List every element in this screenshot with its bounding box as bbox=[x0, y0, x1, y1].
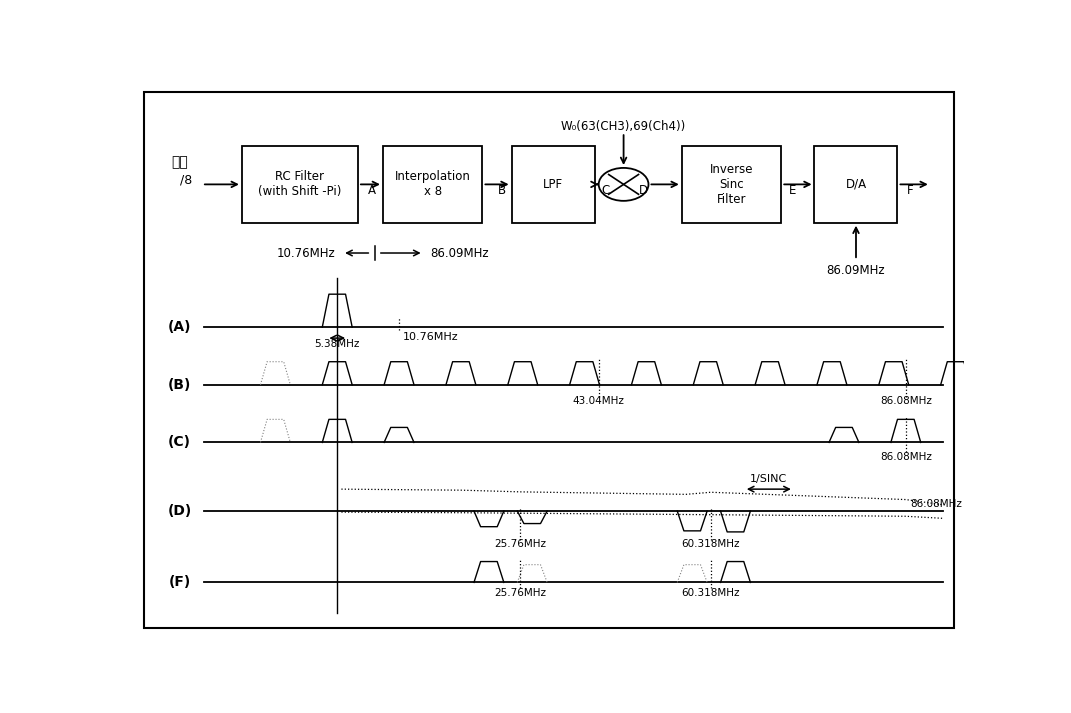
Text: 86.09MHz: 86.09MHz bbox=[827, 264, 886, 277]
FancyBboxPatch shape bbox=[242, 146, 358, 222]
Text: LPF: LPF bbox=[543, 178, 563, 191]
FancyBboxPatch shape bbox=[383, 146, 482, 222]
Text: 86.09MHz: 86.09MHz bbox=[431, 247, 488, 260]
Text: (D): (D) bbox=[167, 504, 192, 518]
Text: W₀(63(CH3),69(Ch4)): W₀(63(CH3),69(Ch4)) bbox=[561, 120, 687, 133]
FancyBboxPatch shape bbox=[512, 146, 594, 222]
Text: 5.38MHz: 5.38MHz bbox=[315, 339, 360, 349]
Text: Inverse
Sinc
Filter: Inverse Sinc Filter bbox=[710, 163, 753, 206]
Text: B: B bbox=[498, 185, 506, 198]
Text: E: E bbox=[788, 185, 796, 198]
Text: 1/SINC: 1/SINC bbox=[750, 474, 787, 484]
Text: C: C bbox=[601, 185, 609, 198]
Text: 60.318MHz: 60.318MHz bbox=[681, 539, 740, 549]
Text: D: D bbox=[639, 185, 648, 198]
FancyBboxPatch shape bbox=[682, 146, 782, 222]
Text: (A): (A) bbox=[168, 320, 192, 334]
Text: /8: /8 bbox=[180, 173, 193, 187]
Text: 25.76MHz: 25.76MHz bbox=[494, 539, 546, 549]
FancyBboxPatch shape bbox=[815, 146, 897, 222]
Text: 25.76MHz: 25.76MHz bbox=[494, 588, 546, 598]
FancyBboxPatch shape bbox=[144, 92, 954, 628]
Text: 10.76MHz: 10.76MHz bbox=[276, 247, 335, 260]
Text: D/A: D/A bbox=[845, 178, 866, 191]
Text: RC Filter
(with Shift -Pi): RC Filter (with Shift -Pi) bbox=[258, 170, 342, 198]
Text: (F): (F) bbox=[168, 575, 191, 590]
Text: (B): (B) bbox=[168, 378, 192, 391]
Text: A: A bbox=[368, 185, 376, 198]
Text: (C): (C) bbox=[168, 436, 191, 449]
Text: 10.76MHz: 10.76MHz bbox=[403, 332, 458, 342]
Text: 86.08MHz: 86.08MHz bbox=[880, 452, 932, 462]
Text: 86.08MHz: 86.08MHz bbox=[880, 396, 932, 406]
Text: 심볼: 심볼 bbox=[171, 155, 187, 170]
Text: Interpolation
x 8: Interpolation x 8 bbox=[395, 170, 470, 198]
Text: F: F bbox=[907, 185, 914, 198]
Text: 86.08MHz: 86.08MHz bbox=[910, 499, 962, 510]
Text: 43.04MHz: 43.04MHz bbox=[573, 396, 624, 406]
Text: 60.318MHz: 60.318MHz bbox=[681, 588, 740, 598]
